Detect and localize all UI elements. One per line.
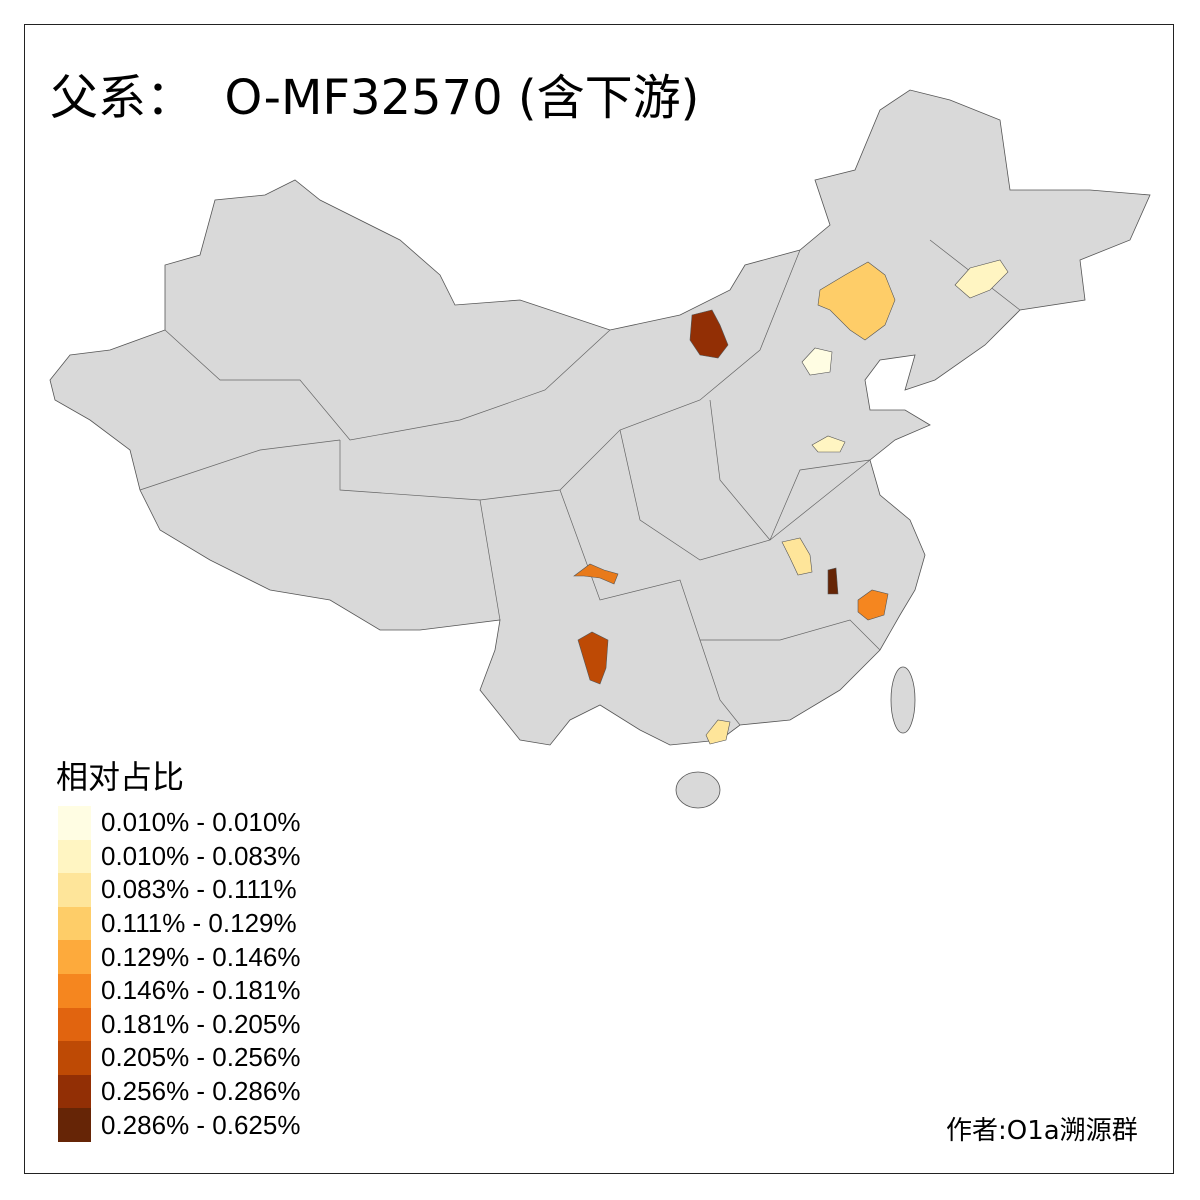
legend-title: 相对占比 [56, 758, 185, 796]
legend-swatch [58, 806, 91, 840]
legend-item: 0.286% - 0.625% [58, 1108, 300, 1142]
region-zhejiang [857, 589, 889, 621]
legend-swatch [58, 1007, 91, 1042]
legend-label: 0.286% - 0.625% [101, 1109, 301, 1140]
legend-item: 0.083% - 0.111% [58, 873, 300, 907]
legend-label: 0.010% - 0.010% [101, 807, 301, 838]
legend-item: 0.256% - 0.286% [58, 1074, 301, 1109]
legend-label: 0.146% - 0.181% [101, 975, 301, 1006]
legend-label: 0.181% - 0.205% [101, 1008, 301, 1039]
legend-swatch [58, 906, 91, 941]
legend-item: 0.010% - 0.083% [58, 839, 301, 874]
legend-swatch [58, 1041, 91, 1075]
map-frame [24, 24, 1174, 1174]
legend-label: 0.205% - 0.256% [101, 1042, 301, 1073]
legend-swatch [58, 1108, 91, 1142]
china-mainland [49, 89, 1151, 746]
taiwan [890, 666, 916, 734]
legend-label: 0.129% - 0.146% [101, 941, 301, 972]
region-sichuan [573, 563, 619, 585]
legend-label: 0.111% - 0.129% [101, 908, 297, 939]
legend-item: 0.010% - 0.010% [58, 806, 300, 840]
legend: 0.010% - 0.010% 0.010% - 0.083% 0.083% -… [58, 806, 300, 1142]
region-north-2 [801, 347, 833, 376]
region-guangdong [705, 719, 731, 745]
legend-item: 0.181% - 0.205% [58, 1007, 301, 1042]
region-east-1 [811, 435, 846, 453]
region-yunnan [577, 631, 609, 685]
legend-swatch [58, 940, 91, 974]
legend-swatch [58, 873, 91, 907]
region-inner-mongolia-west [689, 309, 729, 359]
legend-swatch [58, 839, 91, 874]
region-central-east [781, 537, 813, 576]
region-anhui [827, 567, 839, 595]
legend-swatch [58, 1074, 91, 1109]
legend-swatch [58, 973, 91, 1008]
author-credit: 作者:O1a溯源群 [946, 1116, 1138, 1146]
region-north-1 [817, 261, 896, 341]
region-northeast [954, 259, 1009, 299]
legend-item: 0.111% - 0.129% [58, 906, 300, 941]
hainan [675, 771, 721, 809]
province-borders [139, 239, 1021, 726]
legend-item: 0.205% - 0.256% [58, 1041, 300, 1075]
legend-item: 0.129% - 0.146% [58, 940, 300, 974]
legend-label: 0.010% - 0.083% [101, 840, 301, 871]
legend-item: 0.146% - 0.181% [58, 973, 301, 1008]
legend-label: 0.256% - 0.286% [101, 1076, 301, 1107]
map-title: 父系： O-MF32570 (含下游) [50, 70, 700, 126]
legend-label: 0.083% - 0.111% [101, 874, 297, 905]
